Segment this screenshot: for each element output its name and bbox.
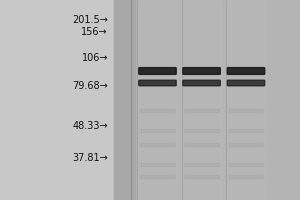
FancyBboxPatch shape xyxy=(183,68,220,74)
Bar xyxy=(229,109,263,112)
Bar xyxy=(229,175,263,178)
Text: 156→: 156→ xyxy=(81,27,108,37)
Bar xyxy=(114,0,135,200)
Bar xyxy=(229,163,263,166)
Bar xyxy=(184,129,219,132)
Bar xyxy=(229,143,263,146)
Text: 201.5→: 201.5→ xyxy=(72,15,108,25)
Bar xyxy=(140,143,175,146)
FancyBboxPatch shape xyxy=(139,80,176,86)
FancyBboxPatch shape xyxy=(227,80,265,86)
Bar xyxy=(184,109,219,112)
FancyBboxPatch shape xyxy=(139,68,176,74)
Bar xyxy=(137,0,178,200)
Bar xyxy=(226,0,266,200)
Bar xyxy=(184,175,219,178)
Text: 37.81→: 37.81→ xyxy=(72,153,108,163)
FancyBboxPatch shape xyxy=(183,80,220,86)
Text: 79.68→: 79.68→ xyxy=(72,81,108,91)
Bar xyxy=(140,129,175,132)
Text: 48.33→: 48.33→ xyxy=(72,121,108,131)
Bar xyxy=(140,175,175,178)
FancyBboxPatch shape xyxy=(227,68,265,74)
Bar xyxy=(140,109,175,112)
Bar xyxy=(114,0,300,200)
Bar xyxy=(184,163,219,166)
Bar xyxy=(182,0,222,200)
Bar xyxy=(229,129,263,132)
Text: 106→: 106→ xyxy=(82,53,108,63)
Bar xyxy=(140,163,175,166)
Bar xyxy=(184,143,219,146)
